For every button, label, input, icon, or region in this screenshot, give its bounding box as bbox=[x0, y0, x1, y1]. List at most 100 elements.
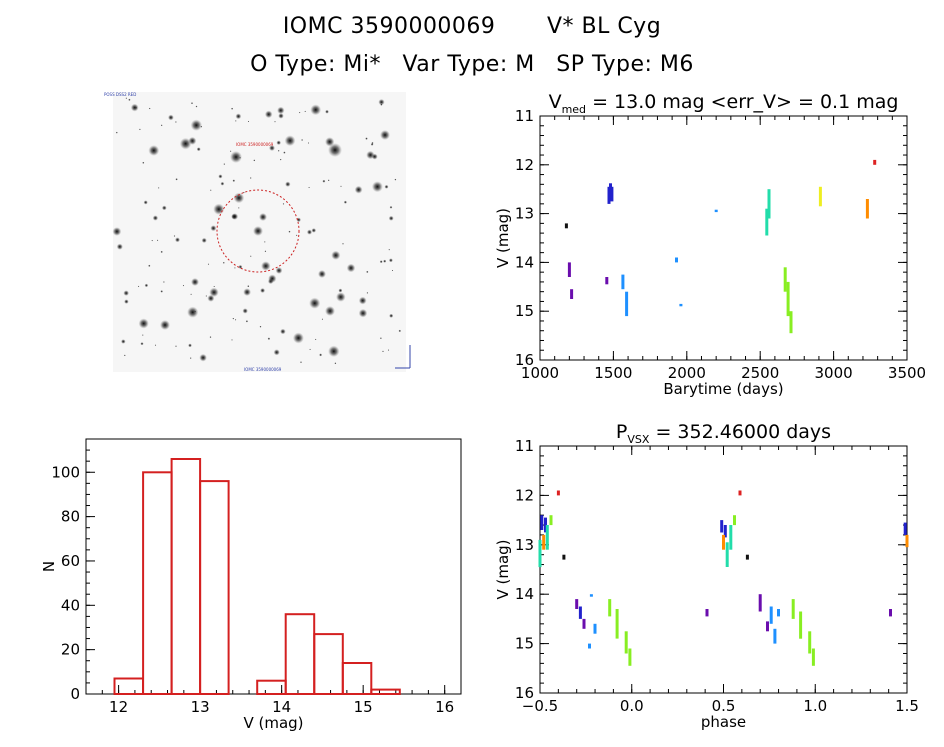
sky-label-top-left: POSS DSS2 RED bbox=[104, 92, 136, 97]
star bbox=[190, 119, 202, 131]
target-circle bbox=[216, 189, 300, 273]
star bbox=[222, 261, 225, 264]
star bbox=[139, 128, 141, 131]
star bbox=[325, 306, 335, 316]
star bbox=[280, 328, 286, 335]
star bbox=[135, 106, 137, 109]
star bbox=[196, 147, 201, 152]
star bbox=[210, 189, 212, 191]
star bbox=[199, 353, 207, 362]
phased-curve-points bbox=[615, 609, 619, 639]
star bbox=[342, 242, 344, 245]
star bbox=[331, 250, 341, 260]
star bbox=[319, 353, 323, 357]
star bbox=[383, 259, 387, 263]
phased-curve-y-tick-label: 11 bbox=[515, 437, 534, 455]
phased-curve-points bbox=[773, 628, 777, 644]
star bbox=[338, 288, 343, 293]
object-id: IOMC 3590000069 bbox=[282, 14, 496, 39]
star bbox=[370, 143, 374, 146]
star bbox=[282, 203, 285, 205]
star bbox=[285, 181, 291, 187]
star bbox=[235, 113, 242, 120]
star bbox=[123, 290, 129, 296]
star bbox=[343, 200, 347, 204]
star bbox=[138, 318, 149, 329]
phased-curve-points bbox=[799, 611, 803, 639]
star bbox=[336, 292, 346, 302]
star bbox=[242, 308, 248, 314]
star bbox=[365, 137, 368, 140]
star bbox=[231, 339, 233, 341]
phased-curve-y-tick-label: 14 bbox=[515, 585, 534, 603]
phased-curve-points bbox=[808, 631, 812, 654]
star bbox=[189, 357, 192, 359]
star bbox=[231, 107, 234, 110]
light-curve-points bbox=[818, 186, 822, 207]
star bbox=[194, 310, 196, 313]
phased-curve-points bbox=[738, 490, 742, 496]
star bbox=[387, 349, 390, 351]
histogram-bar bbox=[284, 613, 316, 696]
star bbox=[168, 114, 174, 121]
star bbox=[213, 285, 215, 288]
phased-curve-title: PVSX = 352.46000 days bbox=[616, 421, 831, 446]
star bbox=[292, 332, 304, 344]
histogram-y-tick-label: 40 bbox=[61, 596, 80, 614]
star bbox=[160, 290, 163, 293]
star bbox=[148, 264, 151, 267]
star bbox=[249, 177, 252, 179]
star bbox=[137, 285, 140, 288]
star bbox=[394, 178, 397, 181]
star bbox=[200, 125, 203, 128]
sp-type: SP Type: M6 bbox=[556, 52, 694, 77]
histogram-axes: 12 13 14 15 16 0 20 40 60 80 100 V (mag) N bbox=[40, 438, 462, 732]
phased-curve-points bbox=[766, 621, 769, 632]
light-curve-frame bbox=[539, 115, 908, 361]
star bbox=[382, 350, 384, 353]
histogram-y-axis-label: N bbox=[40, 561, 58, 572]
light-curve-x-tick-label: 2500 bbox=[741, 364, 779, 382]
star bbox=[232, 179, 236, 182]
star bbox=[322, 179, 326, 183]
star bbox=[157, 187, 160, 189]
phased-curve-points bbox=[791, 599, 795, 619]
phased-curve-points bbox=[588, 643, 591, 649]
star bbox=[354, 185, 363, 194]
phased-curve-points bbox=[575, 599, 579, 609]
star bbox=[314, 338, 317, 341]
phased-curve-points bbox=[540, 515, 544, 530]
histogram-x-tick-label: 13 bbox=[191, 698, 210, 716]
star bbox=[207, 263, 210, 266]
star bbox=[190, 102, 194, 105]
light-curve-points bbox=[625, 291, 629, 317]
phased-curve-points bbox=[811, 648, 815, 666]
light-curve-points bbox=[783, 267, 787, 292]
light-curve-points bbox=[714, 209, 718, 213]
star bbox=[238, 207, 240, 209]
star bbox=[300, 361, 302, 364]
light-curve-points bbox=[610, 186, 614, 202]
star bbox=[247, 120, 250, 123]
star bbox=[277, 149, 280, 152]
light-curve-points bbox=[679, 303, 683, 307]
star bbox=[230, 151, 242, 163]
star bbox=[334, 362, 337, 365]
star bbox=[340, 185, 342, 188]
star bbox=[161, 205, 167, 211]
star bbox=[163, 281, 165, 283]
light-curve-x-tick-label: 2000 bbox=[668, 364, 706, 382]
star bbox=[220, 181, 225, 186]
light-curve-points bbox=[567, 262, 571, 277]
star bbox=[210, 225, 217, 232]
object-name: V* BL Cyg bbox=[546, 14, 662, 39]
star bbox=[371, 181, 383, 193]
star bbox=[247, 285, 250, 288]
star bbox=[209, 287, 219, 297]
phased-curve-x-tick-label: 0.5 bbox=[712, 697, 736, 715]
phased-curve-points bbox=[903, 522, 907, 535]
phased-curve-points bbox=[758, 594, 762, 612]
star bbox=[318, 270, 326, 278]
star bbox=[380, 130, 390, 140]
star bbox=[234, 267, 236, 269]
